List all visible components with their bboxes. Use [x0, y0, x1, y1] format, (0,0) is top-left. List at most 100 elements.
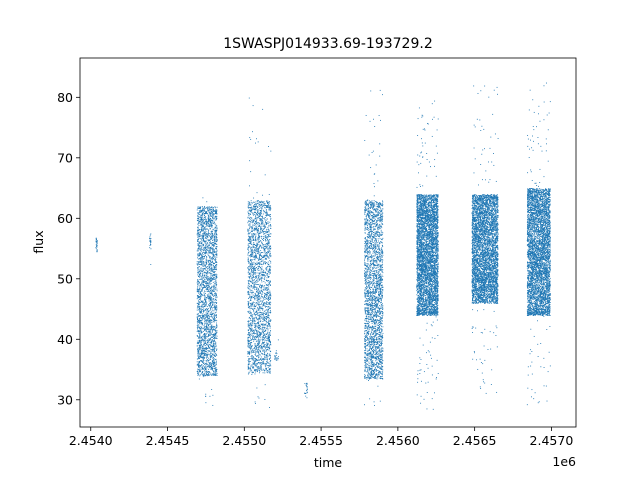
data-point [204, 231, 206, 233]
data-point [197, 304, 199, 305]
data-point [210, 341, 212, 342]
data-point [207, 226, 209, 227]
data-point [262, 325, 263, 327]
data-point [199, 365, 201, 367]
data-point [262, 303, 264, 305]
data-point [200, 310, 202, 312]
data-point [247, 329, 249, 331]
data-point [214, 274, 216, 276]
data-point [202, 331, 204, 332]
data-point [216, 299, 217, 301]
data-point [267, 283, 269, 285]
data-point [203, 245, 205, 247]
data-point [198, 210, 200, 212]
data-point [208, 207, 210, 209]
data-point [254, 363, 256, 365]
data-point [201, 323, 203, 325]
data-point [201, 281, 203, 283]
data-point [252, 253, 254, 255]
data-point [203, 315, 205, 317]
data-point [210, 312, 212, 313]
data-point [202, 233, 204, 234]
data-point [210, 372, 212, 374]
data-point [255, 239, 256, 241]
data-point [257, 297, 259, 299]
data-point [197, 250, 199, 252]
data-point [261, 300, 263, 302]
data-point [209, 239, 211, 241]
data-point [205, 213, 207, 215]
data-point [255, 359, 257, 361]
data-point [261, 200, 262, 202]
data-point [200, 365, 202, 367]
data-point [248, 325, 250, 326]
data-point [254, 218, 256, 220]
data-point [212, 349, 214, 351]
data-point [270, 365, 272, 367]
data-point [202, 316, 204, 318]
data-point [197, 352, 199, 354]
data-point [199, 231, 201, 232]
data-point [212, 214, 214, 216]
data-point [260, 207, 262, 209]
data-point [253, 244, 255, 246]
data-point [263, 324, 265, 326]
data-point [214, 343, 216, 345]
data-point [198, 360, 200, 362]
data-point [248, 317, 250, 319]
data-point [216, 375, 218, 376]
data-point [209, 268, 211, 270]
data-point [248, 361, 250, 362]
data-point [255, 350, 257, 352]
data-point [214, 239, 215, 240]
data-point [259, 336, 261, 337]
data-point [205, 268, 206, 270]
data-point [201, 361, 203, 363]
data-point [258, 359, 260, 361]
data-point [213, 236, 215, 238]
data-point [259, 213, 261, 215]
data-point [215, 248, 216, 249]
data-point [253, 284, 255, 286]
data-point [197, 283, 199, 285]
data-point [256, 369, 258, 371]
data-point [253, 261, 255, 263]
data-point [262, 244, 264, 246]
data-point [211, 209, 213, 211]
data-point [258, 342, 260, 344]
data-point [205, 245, 207, 247]
data-point [249, 232, 251, 234]
data-point [199, 221, 201, 222]
data-point [262, 361, 264, 363]
data-point [202, 300, 204, 302]
data-point [200, 267, 202, 269]
data-point [259, 340, 261, 342]
data-point [206, 357, 207, 359]
data-point [203, 342, 205, 344]
data-point [262, 323, 264, 325]
data-point [211, 328, 213, 330]
data-point [268, 146, 269, 147]
data-point [208, 206, 210, 208]
data-point [207, 228, 208, 230]
data-point [201, 253, 203, 254]
data-point [209, 212, 210, 214]
data-point [212, 294, 214, 295]
data-point [202, 224, 204, 226]
data-point [264, 369, 266, 371]
data-point [209, 283, 211, 285]
data-point [257, 202, 259, 204]
data-point [204, 279, 206, 281]
data-point [266, 229, 268, 231]
data-point [257, 327, 259, 329]
data-point [214, 367, 216, 369]
data-point [208, 304, 210, 306]
data-point [264, 275, 266, 277]
data-point [197, 212, 199, 214]
data-point [250, 342, 252, 344]
data-point [205, 333, 207, 335]
data-point [209, 395, 211, 397]
data-point [255, 201, 257, 203]
data-point [268, 242, 270, 244]
data-point [208, 264, 210, 266]
